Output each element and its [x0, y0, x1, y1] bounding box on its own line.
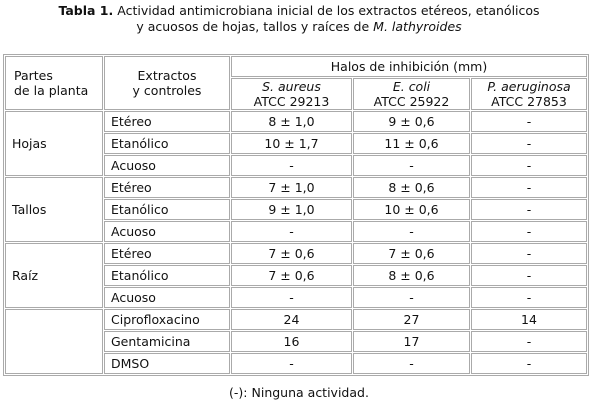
organism-strain: ATCC 29213 — [253, 94, 330, 109]
data-row: Acuoso - - - — [5, 287, 587, 308]
extract-name: Gentamicina — [104, 331, 230, 352]
extract-name: Etanólico — [104, 199, 230, 220]
header-cell: Halos de inhibición (mm) — [231, 56, 587, 77]
halo-value: 10 ± 1,7 — [231, 133, 352, 154]
halo-value: 17 — [353, 331, 470, 352]
data-row: Etanólico 7 ± 0,6 8 ± 0,6- — [5, 265, 587, 286]
plant-part: Raíz — [5, 243, 103, 308]
header-line: y controles — [132, 83, 202, 98]
caption-label: Tabla 1. — [58, 3, 114, 18]
header-cell: Extractos y controles — [104, 56, 230, 110]
halo-value: 7 ± 0,6 — [231, 243, 352, 264]
extract-name: Etéreo — [104, 243, 230, 264]
halo-value: 9 ± 1,0 — [231, 199, 352, 220]
organism-strain: ATCC 25922 — [373, 94, 450, 109]
organism-name: E. coli — [392, 79, 431, 94]
halo-value: - — [471, 287, 587, 308]
halo-value: - — [471, 331, 587, 352]
halo-value: - — [471, 133, 587, 154]
table-caption: Tabla 1. Actividad antimicrobiana inicia… — [0, 3, 598, 35]
halo-value: 14 — [471, 309, 587, 330]
halo-value: - — [471, 111, 587, 132]
header-line: Partes — [14, 68, 53, 83]
header-row: Partes de la planta Extractos y controles Ha… — [5, 56, 587, 110]
organism-name: P. aeruginosa — [487, 79, 571, 94]
extract-name: Etanólico — [104, 133, 230, 154]
halo-value: 10 ± 0,6 — [353, 199, 470, 220]
data-row: Hojas Etéreo 8 ± 1,0 9 ± 0,6- — [5, 111, 587, 176]
data-row: DMSO - - - — [5, 353, 587, 374]
halo-value: - — [231, 155, 352, 176]
halo-value: 24 — [231, 309, 352, 330]
extract-name: Acuoso — [104, 287, 230, 308]
halo-value: 8 ± 0,6 — [353, 265, 470, 286]
extract-name: Acuoso — [104, 155, 230, 176]
halo-value: - — [471, 265, 587, 286]
halo-value: - — [471, 177, 587, 198]
footnote: (-): Ninguna actividad. — [229, 385, 369, 400]
plant-part: Tallos — [5, 177, 103, 242]
halo-value: 7 ± 0,6 — [353, 243, 470, 264]
plant-part: Hojas — [5, 111, 103, 176]
extract-name: Acuoso — [104, 221, 230, 242]
halo-value: - — [353, 155, 470, 176]
halo-value: 8 ± 0,6 — [353, 177, 470, 198]
plant-part — [5, 309, 103, 374]
extract-name: Ciprofloxacino — [104, 309, 230, 330]
halo-value: 27 — [353, 309, 470, 330]
data-row: Acuoso - - - — [5, 221, 587, 242]
header-cell: Partes de la planta — [5, 56, 103, 110]
data-row: Acuoso - - - — [5, 155, 587, 176]
data-row: Etanólico 9 ± 1,0 10 ± 0,6- — [5, 199, 587, 220]
extract-name: Etanólico — [104, 265, 230, 286]
halo-value: - — [471, 353, 587, 374]
halo-value: - — [353, 221, 470, 242]
organism-name: S. aureus — [262, 79, 321, 94]
caption-species: M. lathyroides — [373, 19, 462, 34]
halo-value: 11 ± 0,6 — [353, 133, 470, 154]
caption-text: y acuosos de hojas, tallos y raíces de — [136, 19, 370, 34]
halo-value: - — [353, 287, 470, 308]
header-row: S. aureus ATCC 29213 E. coli ATCC 25922 P. a… — [5, 78, 587, 110]
halo-value: - — [471, 243, 587, 264]
halo-value: 7 ± 0,6 — [231, 265, 352, 286]
halo-value: 16 — [231, 331, 352, 352]
extract-name: DMSO — [104, 353, 230, 374]
data-row: Raíz Etéreo 7 ± 0,6 7 ± 0,6- — [5, 243, 587, 308]
halo-value: - — [353, 353, 470, 374]
extract-name: Etéreo — [104, 177, 230, 198]
header-line: Extractos — [137, 68, 197, 83]
organism-header: E. coli ATCC 25922 — [353, 78, 470, 110]
halo-value: 7 ± 1,0 — [231, 177, 352, 198]
organism-strain: ATCC 27853 — [491, 94, 567, 109]
halo-value: 9 ± 0,6 — [353, 111, 470, 132]
halo-value: - — [471, 221, 587, 242]
extract-name: Etéreo — [104, 111, 230, 132]
halo-value: - — [471, 155, 587, 176]
data-row: Tallos Etéreo 7 ± 1,0 8 ± 0,6- — [5, 177, 587, 242]
data-row: Etanólico 10 ± 1,7 11 ± 0,6- — [5, 133, 587, 154]
data-row: Ciprofloxacino 24 27 14 — [5, 309, 587, 374]
caption-text: Actividad antimicrobiana inicial de los … — [117, 3, 540, 18]
organism-header: S. aureus ATCC 29213 — [231, 78, 352, 110]
halo-value: - — [471, 199, 587, 220]
halo-value: - — [231, 287, 352, 308]
halo-value: - — [231, 353, 352, 374]
header-line: de la planta — [14, 83, 89, 98]
halo-value: - — [231, 221, 352, 242]
halo-value: 8 ± 1,0 — [231, 111, 352, 132]
data-row: Gentamicina 16 17- — [5, 331, 587, 352]
data-table: Partes de la planta Extractos y controles Ha… — [3, 54, 589, 376]
organism-header: P. aeruginosa ATCC 27853 — [471, 78, 587, 110]
